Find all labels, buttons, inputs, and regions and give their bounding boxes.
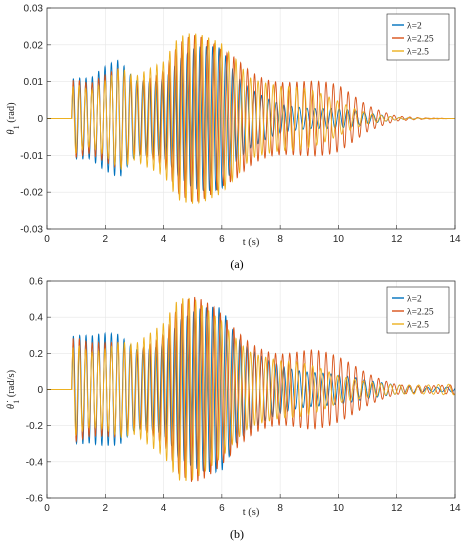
- x-tick-label: 14: [449, 503, 461, 514]
- y-tick-label: 0: [37, 114, 43, 125]
- x-tick-label: 14: [449, 234, 461, 245]
- legend-label-1: λ=2: [407, 22, 422, 32]
- panel-caption: (a): [230, 257, 243, 271]
- y-axis-label-unit: (rad/s): [6, 369, 17, 400]
- chart-panel-a: 0 2 4 6 8 10 12 14 -0.03 -0.02 -0.01 0 0.01 0.02 0.03 t…: [6, 4, 461, 272]
- y-axis-label-symbol: θ̇: [6, 401, 17, 409]
- y-tick-label: -0.02: [20, 188, 43, 199]
- x-tick-label: 8: [277, 503, 283, 514]
- x-tick-label: 8: [277, 234, 283, 245]
- x-tick-label: 0: [44, 234, 50, 245]
- x-tick-label: 12: [391, 234, 403, 245]
- legend-box: [386, 13, 450, 61]
- y-axis-label: θ1 (rad): [6, 102, 21, 135]
- y-tick-label: 0.02: [24, 40, 44, 51]
- series-line-1: [47, 306, 455, 474]
- x-tick-label: 0: [44, 503, 50, 514]
- x-tick-label: 10: [333, 234, 345, 245]
- legend-label-3: λ=2.5: [407, 321, 429, 331]
- legend-label-2: λ=2.25: [407, 308, 434, 318]
- x-tick-label: 10: [333, 503, 345, 514]
- y-tick-label: 0.6: [29, 277, 43, 288]
- x-tick-label: 4: [161, 503, 167, 514]
- y-tick-label: -0.2: [26, 421, 44, 432]
- legend-label-2: λ=2.25: [407, 35, 434, 45]
- y-axis-label-unit: (rad): [6, 102, 17, 126]
- x-tick-label: 2: [103, 234, 109, 245]
- series-line-3: [47, 33, 455, 205]
- legend: λ=2 λ=2.25 λ=2.5: [386, 13, 450, 61]
- x-tick-label: 4: [161, 234, 167, 245]
- x-axis-label: t (s): [243, 507, 260, 518]
- legend-label-1: λ=2: [407, 295, 422, 305]
- y-axis-label-symbol: θ: [6, 129, 17, 134]
- legend: λ=2 λ=2.25 λ=2.5: [386, 286, 450, 334]
- y-tick-label: -0.4: [26, 457, 44, 468]
- panel-caption: (b): [230, 527, 244, 541]
- x-tick-label: 6: [219, 503, 225, 514]
- y-axis-label-subscript: 1: [12, 400, 21, 404]
- chart-panel-b: 0 2 4 6 8 10 12 14 -0.6 -0.4 -0.2 0 0.2 0.4 0.6 t (s) θ̇…: [6, 277, 461, 542]
- y-tick-label: 0.2: [29, 349, 43, 360]
- x-axis-label: t (s): [243, 237, 260, 248]
- y-tick-label: 0: [37, 385, 43, 396]
- y-tick-label: -0.01: [20, 151, 43, 162]
- y-tick-label: 0.03: [24, 4, 44, 15]
- legend-label-3: λ=2.5: [407, 48, 429, 58]
- legend-box: [386, 286, 450, 334]
- y-axis-label-subscript: 1: [12, 125, 21, 129]
- x-tick-label: 12: [391, 503, 403, 514]
- y-tick-label: 0.01: [24, 77, 44, 88]
- x-tick-label: 6: [219, 234, 225, 245]
- y-axis-label: θ̇1 (rad/s): [6, 369, 21, 409]
- series-line-3: [47, 297, 455, 481]
- y-tick-label: 0.4: [29, 313, 43, 324]
- x-tick-label: 2: [103, 503, 109, 514]
- y-tick-label: -0.6: [26, 494, 44, 505]
- y-tick-label: -0.03: [20, 225, 43, 236]
